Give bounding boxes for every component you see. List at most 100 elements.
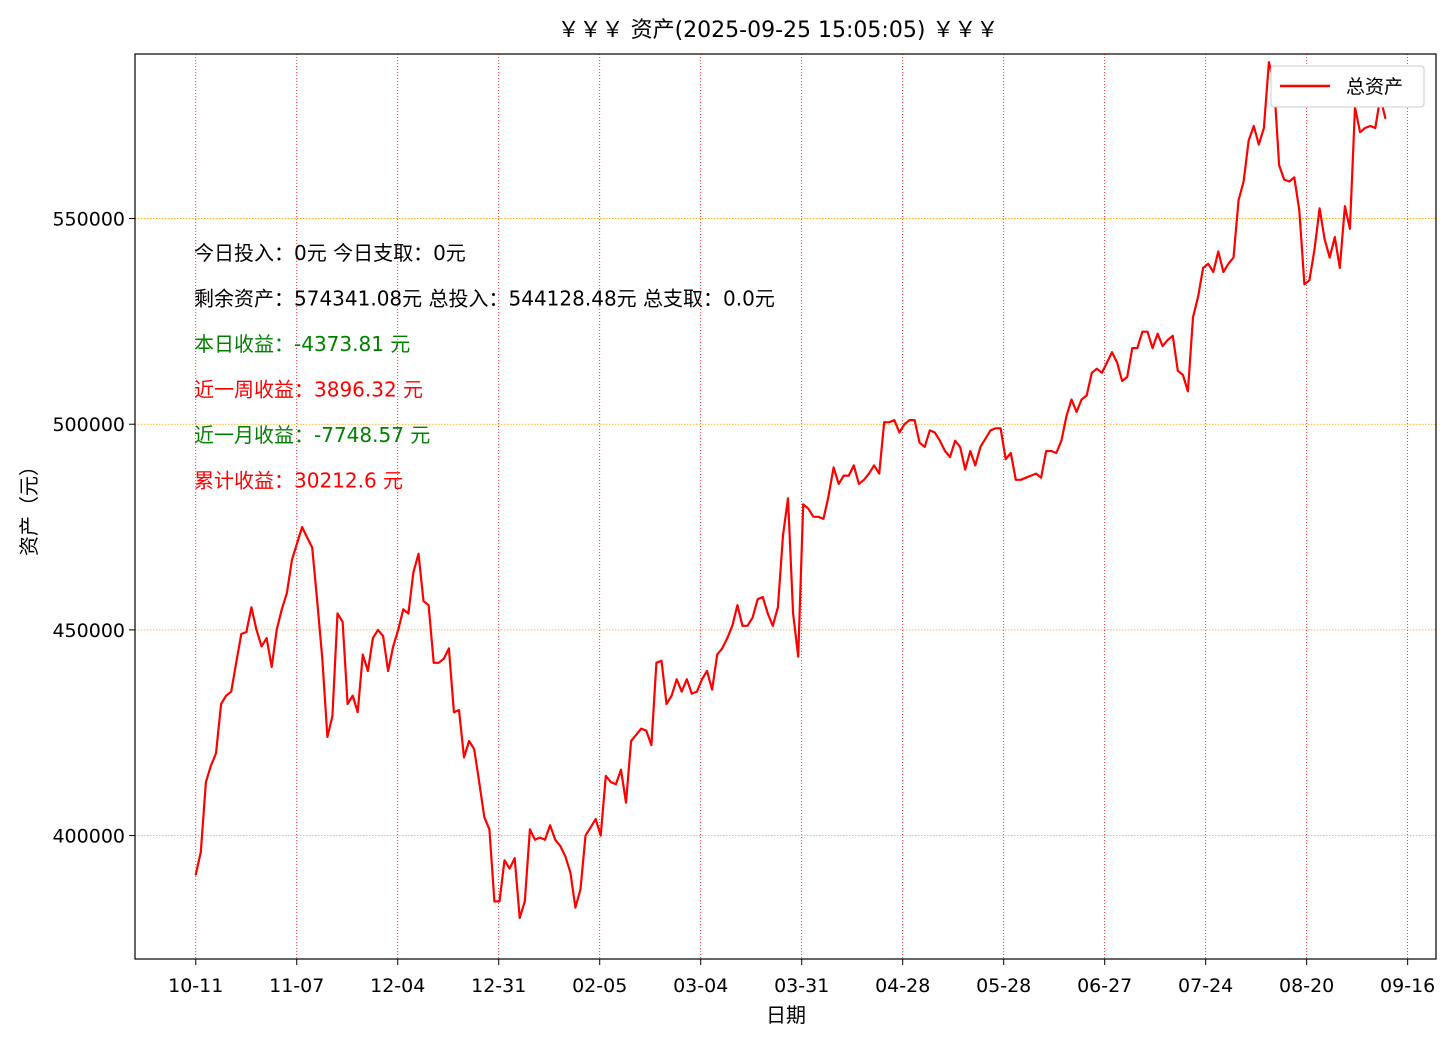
- data-point: [1070, 398, 1073, 401]
- data-point: [194, 873, 197, 876]
- data-point: [1187, 390, 1189, 393]
- data-point: [397, 629, 400, 631]
- data-point: [1364, 127, 1366, 129]
- data-point: [326, 736, 329, 738]
- data-point: [1349, 227, 1351, 230]
- data-point: [493, 900, 496, 903]
- data-point: [392, 645, 395, 648]
- data-point: [635, 733, 638, 736]
- data-point: [1374, 127, 1377, 129]
- data-point: [1263, 127, 1265, 129]
- data-point: [210, 764, 212, 767]
- summary-annotation: 累计收益：30212.6 元: [194, 469, 403, 493]
- summary-annotation: 近一月收益：-7748.57 元: [194, 423, 430, 447]
- data-point: [949, 456, 951, 458]
- x-tick-label: 09-16: [1380, 975, 1435, 997]
- data-point: [569, 871, 572, 874]
- data-point: [351, 694, 354, 697]
- data-point: [928, 429, 931, 432]
- data-point: [1075, 411, 1078, 413]
- data-point: [549, 824, 551, 827]
- data-point: [1268, 61, 1270, 64]
- data-point: [1065, 415, 1068, 417]
- data-point: [913, 419, 916, 421]
- data-point: [331, 715, 334, 718]
- data-point: [842, 474, 845, 477]
- data-point: [1298, 209, 1301, 212]
- data-point: [584, 834, 587, 837]
- data-point: [1166, 339, 1169, 341]
- data-point: [954, 439, 956, 442]
- data-point: [908, 419, 911, 421]
- data-point: [604, 775, 607, 777]
- data-point: [761, 596, 764, 598]
- data-point: [1035, 472, 1037, 475]
- y-axis-label: 资产（元）: [17, 456, 41, 556]
- data-point: [235, 661, 238, 664]
- data-point: [539, 836, 541, 839]
- x-tick-label: 06-27: [1077, 975, 1132, 997]
- data-point: [1257, 143, 1260, 146]
- data-point: [1318, 207, 1321, 210]
- data-point: [599, 834, 602, 837]
- data-point: [923, 446, 926, 448]
- data-point: [888, 421, 891, 424]
- data-point: [883, 421, 886, 424]
- data-point: [1106, 361, 1108, 364]
- x-tick-label: 12-31: [471, 975, 526, 997]
- data-point: [756, 598, 759, 600]
- x-tick-label: 04-28: [875, 975, 930, 997]
- x-tick-label: 11-07: [269, 975, 324, 997]
- x-tick-label: 08-20: [1279, 975, 1334, 997]
- data-point: [726, 637, 729, 639]
- data-point: [858, 483, 860, 485]
- data-point: [1192, 316, 1194, 319]
- data-point: [1050, 450, 1053, 452]
- data-point: [448, 647, 450, 650]
- data-point: [245, 631, 248, 633]
- x-tick-label: 03-31: [774, 975, 829, 997]
- data-point: [529, 828, 531, 831]
- data-point: [1242, 180, 1245, 183]
- data-point: [690, 692, 693, 695]
- data-point: [1359, 131, 1361, 134]
- data-point: [1328, 256, 1331, 259]
- y-tick-label: 500000: [52, 414, 125, 436]
- summary-annotation: 剩余资产：574341.08元 总投入：544128.48元 总支取：0.0元: [194, 287, 775, 311]
- data-point: [280, 608, 283, 611]
- data-point: [260, 645, 263, 648]
- data-point: [1283, 178, 1285, 181]
- data-point: [782, 534, 784, 537]
- data-point: [387, 670, 389, 672]
- data-point: [488, 828, 491, 831]
- data-point: [736, 604, 739, 607]
- data-point: [989, 429, 992, 432]
- data-point: [802, 503, 805, 506]
- data-point: [316, 600, 319, 602]
- legend: 总资产: [1270, 65, 1425, 108]
- data-point: [1293, 176, 1296, 179]
- data-point: [255, 629, 258, 631]
- data-point: [275, 629, 278, 631]
- data-point: [564, 855, 567, 858]
- legend-label: 总资产: [1346, 76, 1403, 98]
- data-point: [301, 526, 303, 528]
- data-point: [508, 867, 511, 870]
- data-point: [579, 888, 582, 890]
- data-point: [721, 647, 724, 650]
- data-point: [1247, 139, 1250, 142]
- data-point: [696, 690, 698, 693]
- data-point: [382, 635, 384, 637]
- data-point: [984, 437, 987, 440]
- data-point: [650, 744, 653, 746]
- data-point: [969, 450, 972, 452]
- data-point: [670, 694, 673, 697]
- data-point: [994, 427, 997, 430]
- data-point: [959, 446, 961, 448]
- x-tick-label: 05-28: [976, 975, 1031, 997]
- data-point: [620, 768, 622, 771]
- data-point: [939, 439, 941, 442]
- data-point: [589, 826, 592, 829]
